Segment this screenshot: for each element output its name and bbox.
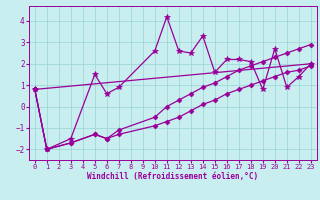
X-axis label: Windchill (Refroidissement éolien,°C): Windchill (Refroidissement éolien,°C) [87, 172, 258, 181]
